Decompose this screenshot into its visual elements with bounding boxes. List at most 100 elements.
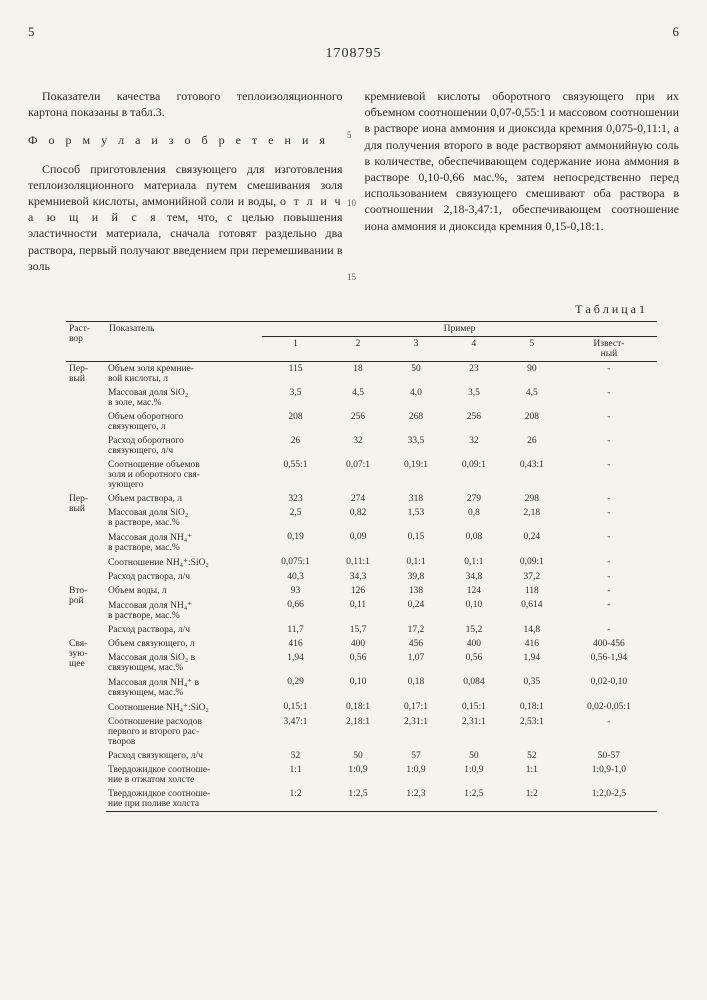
cell-value: 0,18:1 [503,700,561,715]
cell-value: 0,1:1 [445,555,503,570]
group-label: Вто- рой [66,584,106,637]
cell-value: 0,10 [445,598,503,623]
cell-value: 1:0,9 [445,763,503,787]
cell-value: 33,5 [387,434,445,458]
cell-value: 0,11:1 [329,555,387,570]
table-row: Вто- ройОбъем воды, л93126138124118- [66,584,657,598]
cell-value: - [561,555,657,570]
cell-value: 0,09:1 [503,555,561,570]
cell-value: 298 [503,492,561,506]
cell-value: 3,5 [445,386,503,410]
cell-value: 1,07 [387,651,445,675]
cell-value: 0,56 [445,651,503,675]
cell-value: 26 [262,434,329,458]
col-example-4: 4 [445,336,503,361]
cell-value: 50 [387,361,445,386]
cell-value: 0,82 [329,506,387,530]
group-label: Свя- зую- щее [66,637,106,812]
line-tick-15: 15 [347,272,356,282]
row-label: Соотношение NH₄⁺:SiO₂ [106,555,262,570]
table-row: Соотношение NH₄⁺:SiO₂0,15:10,18:10,17:10… [66,700,657,715]
cell-value: 416 [262,637,329,651]
table-row: Соотношение NH₄⁺:SiO₂0,075:10,11:10,1:10… [66,555,657,570]
row-label: Массовая доля NH₄⁺ в связующем, мас.% [106,675,262,700]
cell-value: 34,3 [329,570,387,584]
cell-value: 0,15:1 [262,700,329,715]
cell-value: 1:0,9-1,0 [561,763,657,787]
cell-value: 1:2,5 [445,787,503,812]
cell-value: 2,18 [503,506,561,530]
cell-value: 18 [329,361,387,386]
page-left-num: 5 [28,24,35,40]
line-tick-5: 5 [347,130,352,140]
cell-value: 0,07:1 [329,458,387,492]
cell-value: 52 [262,749,329,763]
row-label: Массовая доля SiO₂ в растворе, мас.% [106,506,262,530]
group-label: Пер- вый [66,361,106,492]
cell-value: 15,2 [445,623,503,637]
cell-value: 0,614 [503,598,561,623]
row-label: Расход оборотного связующего, л/ч [106,434,262,458]
row-label: Объем оборотного связующего, л [106,410,262,434]
cell-value: 118 [503,584,561,598]
group-label: Пер- вый [66,492,106,584]
cell-value: 1:2,5 [329,787,387,812]
table-row: Объем оборотного связующего, л2082562682… [66,410,657,434]
cell-value: 3,47:1 [262,715,329,749]
cell-value: 400 [445,637,503,651]
cell-value: 0,19 [262,530,329,555]
table-row: Твердожидкое соотноше- ние при поливе хо… [66,787,657,812]
right-paragraph-1: кремниевой кислоты оборотного связующего… [365,88,680,234]
cell-value: 2,31:1 [387,715,445,749]
col-example-2: 2 [329,336,387,361]
row-label: Объем связующего, л [106,637,262,651]
cell-value: 400 [329,637,387,651]
row-label: Массовая доля NH₄⁺ в растворе, мас.% [106,598,262,623]
cell-value: 208 [262,410,329,434]
cell-value: 50 [329,749,387,763]
cell-value: - [561,623,657,637]
cell-value: 52 [503,749,561,763]
cell-value: 318 [387,492,445,506]
table-title: Т а б л и ц а 1 [28,302,645,317]
cell-value: 256 [329,410,387,434]
cell-value: 1:2,3 [387,787,445,812]
row-label: Объем золя кремние- вой кислоты, л [106,361,262,386]
table-row: Расход раствора, л/ч40,334,339,834,837,2… [66,570,657,584]
table-row: Массовая доля NH₄⁺ в растворе, мас.%0,19… [66,530,657,555]
cell-value: 0,19:1 [387,458,445,492]
row-label: Твердожидкое соотноше- ние при поливе хо… [106,787,262,812]
cell-value: 1,53 [387,506,445,530]
cell-value: 11,7 [262,623,329,637]
cell-value: 115 [262,361,329,386]
col-example-5: 5 [503,336,561,361]
cell-value: - [561,410,657,434]
cell-value: - [561,386,657,410]
cell-value: 1,94 [503,651,561,675]
cell-value: 0,35 [503,675,561,700]
cell-value: 0,8 [445,506,503,530]
left-paragraph-2: Способ приготовления связующего для изго… [28,161,343,274]
cell-value: 0,09 [329,530,387,555]
col-rastvor: Раст- вор [66,321,106,361]
cell-value: 1:0,9 [329,763,387,787]
cell-value: 32 [445,434,503,458]
cell-value: 0,10 [329,675,387,700]
cell-value: 0,43:1 [503,458,561,492]
row-label: Соотношение объемов золя и оборотного св… [106,458,262,492]
cell-value: 17,2 [387,623,445,637]
table-row: Пер- выйОбъем раствора, л323274318279298… [66,492,657,506]
cell-value: 0,18:1 [329,700,387,715]
cell-value: 23 [445,361,503,386]
cell-value: 26 [503,434,561,458]
cell-value: 40,3 [262,570,329,584]
cell-value: 274 [329,492,387,506]
table-row: Расход оборотного связующего, л/ч263233,… [66,434,657,458]
table-row: Соотношение объемов золя и оборотного св… [66,458,657,492]
cell-value: 0,56 [329,651,387,675]
cell-value: - [561,361,657,386]
cell-value: 1:1 [262,763,329,787]
row-label: Массовая доля SiO₂ в золе, мас.% [106,386,262,410]
table-row: Массовая доля SiO₂ в растворе, мас.%2,50… [66,506,657,530]
cell-value: 0,11 [329,598,387,623]
